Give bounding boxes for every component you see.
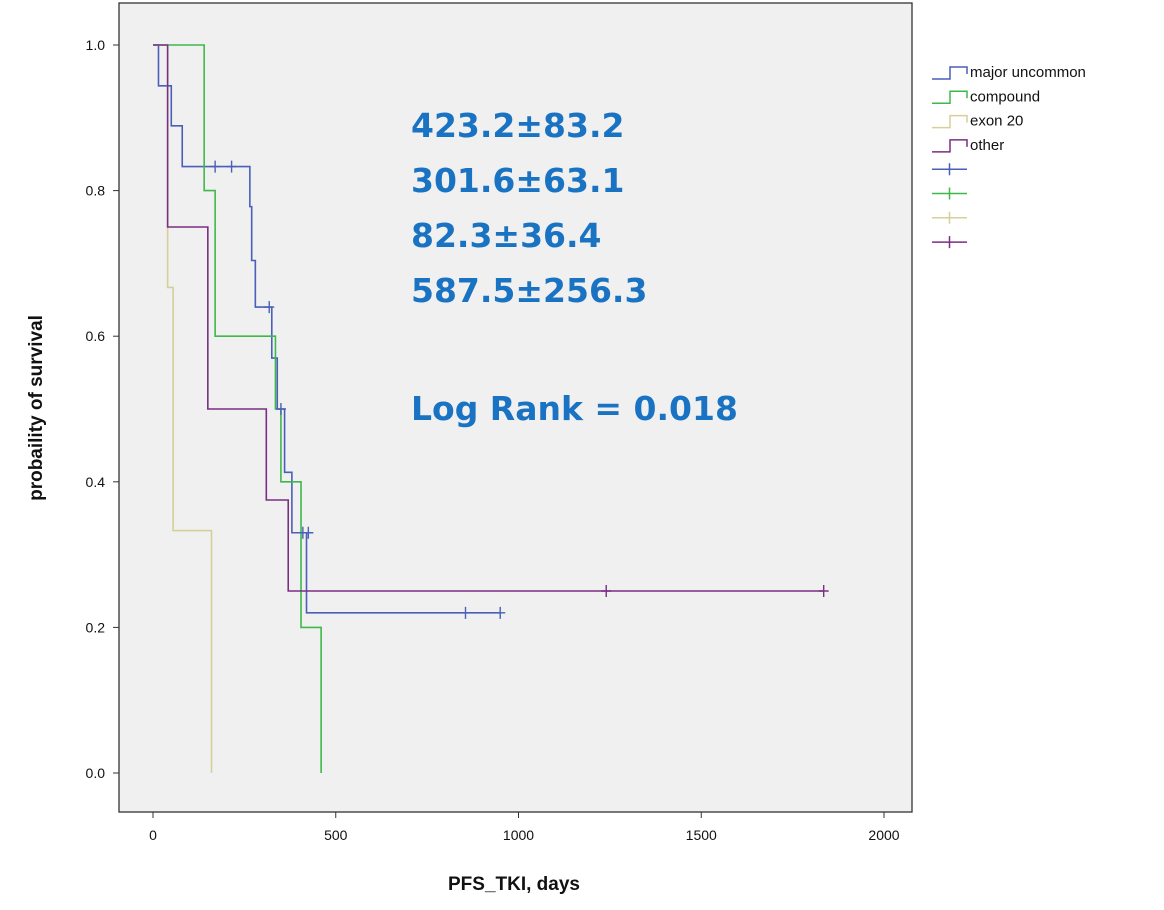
annotation-compound: 301.6±63.1 bbox=[411, 161, 624, 200]
y-tick-label: 0.4 bbox=[86, 474, 106, 490]
legend-censor-swatch bbox=[932, 163, 967, 176]
annotation-block: 423.2±83.2 301.6±63.1 82.3±36.4 587.5±25… bbox=[411, 106, 738, 428]
annotation-exon20: 82.3±36.4 bbox=[411, 216, 602, 255]
series-line-other bbox=[153, 44, 824, 592]
censor-mark-major-uncommon bbox=[264, 301, 275, 314]
series-lines bbox=[153, 44, 824, 773]
legend-label: other bbox=[970, 137, 1004, 154]
legend-censor-swatch bbox=[932, 187, 967, 200]
x-tick-label: 2000 bbox=[868, 827, 899, 843]
legend-censor-swatch bbox=[932, 236, 967, 249]
censor-mark-major-uncommon bbox=[460, 606, 471, 619]
y-tick-label: 0.8 bbox=[86, 183, 106, 199]
y-tick-label: 1.0 bbox=[86, 37, 106, 53]
y-tick-label: 0.6 bbox=[86, 328, 106, 344]
legend-swatch bbox=[932, 114, 968, 129]
legend-label: exon 20 bbox=[970, 113, 1023, 130]
legend-censor-swatch bbox=[932, 211, 967, 224]
axes: 0 500 1000 1500 2000 0.0 0.2 0.4 0.6 0.8 1.0 bbox=[86, 37, 900, 843]
y-tick-label: 0.0 bbox=[86, 765, 106, 781]
y-axis-title: probaility of survival bbox=[26, 315, 47, 501]
annotation-major-uncommon: 423.2±83.2 bbox=[411, 106, 624, 145]
censor-mark-major-uncommon bbox=[303, 526, 314, 539]
censor-mark-major-uncommon bbox=[495, 606, 506, 619]
censor-mark-major-uncommon bbox=[210, 160, 221, 173]
x-tick-label: 500 bbox=[324, 827, 348, 843]
censor-mark-other bbox=[601, 585, 612, 597]
annotation-other: 587.5±256.3 bbox=[411, 271, 647, 310]
x-tick-label: 1500 bbox=[686, 827, 717, 843]
legend-swatch bbox=[932, 90, 968, 105]
series-line-compound bbox=[153, 44, 322, 773]
y-tick-label: 0.2 bbox=[86, 619, 106, 635]
censor-marks bbox=[210, 160, 829, 619]
censor-mark-major-uncommon bbox=[226, 160, 237, 173]
plot-area bbox=[118, 2, 913, 813]
censor-mark-major-uncommon bbox=[275, 403, 286, 415]
legend-label: major uncommon bbox=[970, 64, 1086, 81]
legend-swatch bbox=[932, 66, 968, 80]
legend: major uncommon compound exon 20 other bbox=[932, 64, 1086, 249]
x-axis-title: PFS_TKI, days bbox=[448, 874, 580, 895]
x-tick-label: 1000 bbox=[503, 827, 534, 843]
annotation-log-rank: Log Rank = 0.018 bbox=[411, 389, 738, 428]
censor-mark-other bbox=[818, 585, 829, 597]
x-tick-label: 0 bbox=[149, 827, 157, 843]
legend-label: compound bbox=[970, 88, 1040, 105]
legend-swatch bbox=[932, 139, 968, 153]
